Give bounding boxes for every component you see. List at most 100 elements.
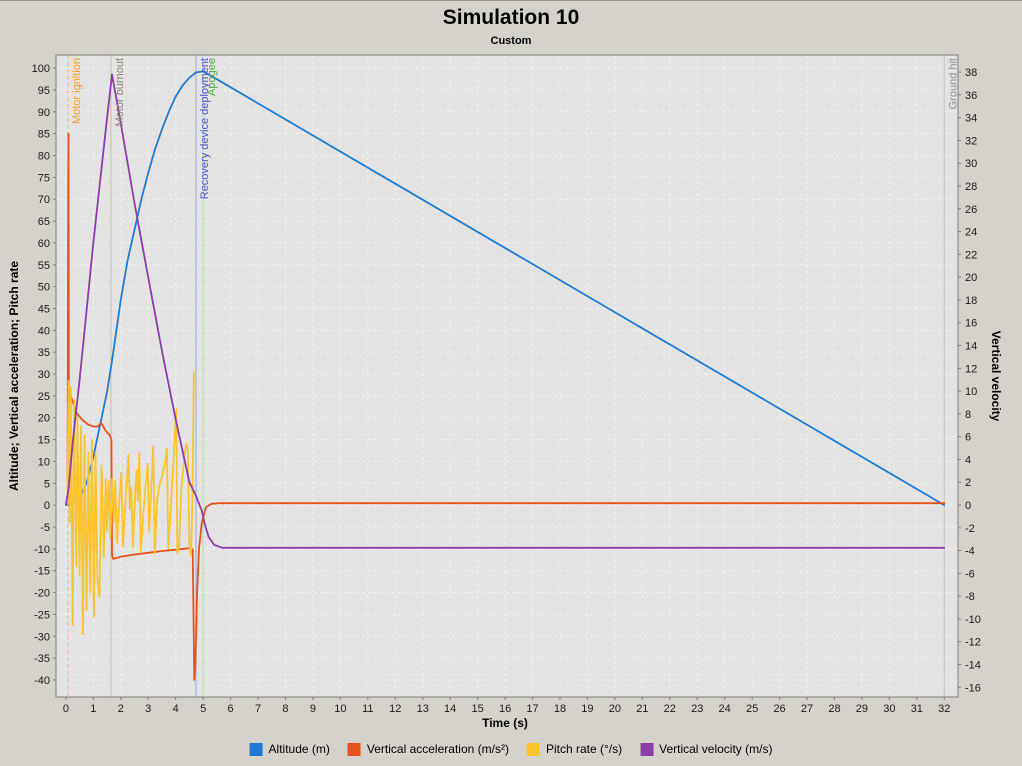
svg-text:40: 40 [38,325,50,337]
svg-text:-5: -5 [40,522,50,534]
event-label: Recovery device deployment [199,58,211,199]
svg-text:18: 18 [965,295,977,307]
axis-ticks [53,67,961,700]
svg-text:20: 20 [965,272,977,284]
svg-text:-10: -10 [965,614,981,626]
svg-text:21: 21 [636,703,648,715]
svg-text:-12: -12 [965,637,981,649]
series-line [65,370,195,635]
plot-area [56,55,958,697]
svg-text:-6: -6 [965,568,975,580]
svg-text:35: 35 [38,347,50,359]
legend-item-vertical-acceleration: Vertical acceleration (m/s²) [347,742,509,756]
svg-text:90: 90 [38,107,50,119]
svg-text:19: 19 [581,703,593,715]
svg-text:50: 50 [38,282,50,294]
svg-text:13: 13 [417,703,429,715]
chart-subtitle: Custom [490,35,532,47]
svg-text:16: 16 [499,703,511,715]
svg-text:11: 11 [362,703,373,715]
legend-item-vertical-velocity: Vertical velocity (m/s) [640,742,772,756]
svg-text:4: 4 [173,703,179,715]
svg-text:32: 32 [965,135,977,147]
legend-item-altitude: Altitude (m) [249,742,330,756]
svg-text:70: 70 [38,194,50,206]
svg-text:-20: -20 [34,588,50,600]
svg-text:28: 28 [965,181,977,193]
legend-item-pitch-rate: Pitch rate (°/s) [526,742,623,756]
svg-text:36: 36 [965,90,977,102]
x-axis-title: Time (s) [482,716,528,730]
svg-text:75: 75 [38,172,50,184]
svg-text:27: 27 [801,703,813,715]
svg-text:45: 45 [38,303,50,315]
svg-text:-40: -40 [34,675,50,687]
svg-text:1: 1 [90,703,96,715]
svg-text:65: 65 [38,216,50,228]
svg-text:-15: -15 [34,566,50,578]
svg-text:-14: -14 [965,660,981,672]
svg-text:22: 22 [965,249,977,261]
svg-text:30: 30 [965,158,977,170]
svg-text:3: 3 [145,703,151,715]
event-label: Ground hit [947,58,959,109]
altitude-swatch [249,742,263,756]
svg-text:-25: -25 [34,609,50,621]
svg-text:-10: -10 [34,544,50,556]
window-top-edge [0,0,1022,1]
legend-label: Altitude (m) [268,742,330,756]
event-label: Motor ignition [71,58,83,124]
svg-text:15: 15 [472,703,484,715]
svg-text:2: 2 [965,477,971,489]
svg-text:23: 23 [691,703,703,715]
chart-title: Simulation 10 [442,6,580,29]
svg-text:-30: -30 [34,631,50,643]
svg-text:8: 8 [282,703,288,715]
svg-text:38: 38 [965,67,977,79]
svg-text:10: 10 [38,456,50,468]
svg-text:16: 16 [965,318,977,330]
svg-text:15: 15 [38,435,50,447]
svg-text:80: 80 [38,151,50,163]
left-axis-title: Altitude; Vertical acceleration; Pitch r… [7,260,21,492]
svg-text:20: 20 [609,703,621,715]
svg-text:-16: -16 [965,682,981,694]
svg-text:24: 24 [719,703,731,715]
legend-label: Pitch rate (°/s) [545,742,623,756]
svg-text:9: 9 [310,703,316,715]
vertical-acceleration-swatch [347,742,361,756]
svg-text:-8: -8 [965,591,975,603]
svg-text:20: 20 [38,413,50,425]
series-line [65,70,946,507]
gridlines [56,55,958,697]
svg-text:29: 29 [856,703,868,715]
svg-text:6: 6 [965,432,971,444]
svg-text:12: 12 [965,363,977,375]
svg-text:0: 0 [63,703,69,715]
svg-text:6: 6 [228,703,234,715]
svg-text:18: 18 [554,703,566,715]
svg-text:4: 4 [965,454,971,466]
axis-tick-labels: 0 1 2 3 4 5 6 7 8 9 10 11 12 13 14 15 16 17 18 19 20 21 22 23 24… [32,63,981,715]
svg-text:30: 30 [883,703,895,715]
svg-text:60: 60 [38,238,50,250]
svg-text:-35: -35 [34,653,50,665]
svg-text:32: 32 [938,703,950,715]
svg-text:25: 25 [746,703,758,715]
svg-text:2: 2 [118,703,124,715]
svg-text:95: 95 [38,85,50,97]
series-line [65,73,946,549]
svg-text:0: 0 [965,500,971,512]
svg-text:24: 24 [965,227,977,239]
svg-text:85: 85 [38,129,50,141]
right-axis-title: Vertical velocity [989,330,1003,422]
svg-text:0: 0 [44,500,50,512]
svg-text:5: 5 [200,703,206,715]
svg-text:28: 28 [828,703,840,715]
svg-text:-2: -2 [965,523,975,535]
legend-label: Vertical velocity (m/s) [659,742,773,756]
svg-text:14: 14 [444,703,456,715]
svg-text:31: 31 [911,703,923,715]
svg-text:7: 7 [255,703,261,715]
